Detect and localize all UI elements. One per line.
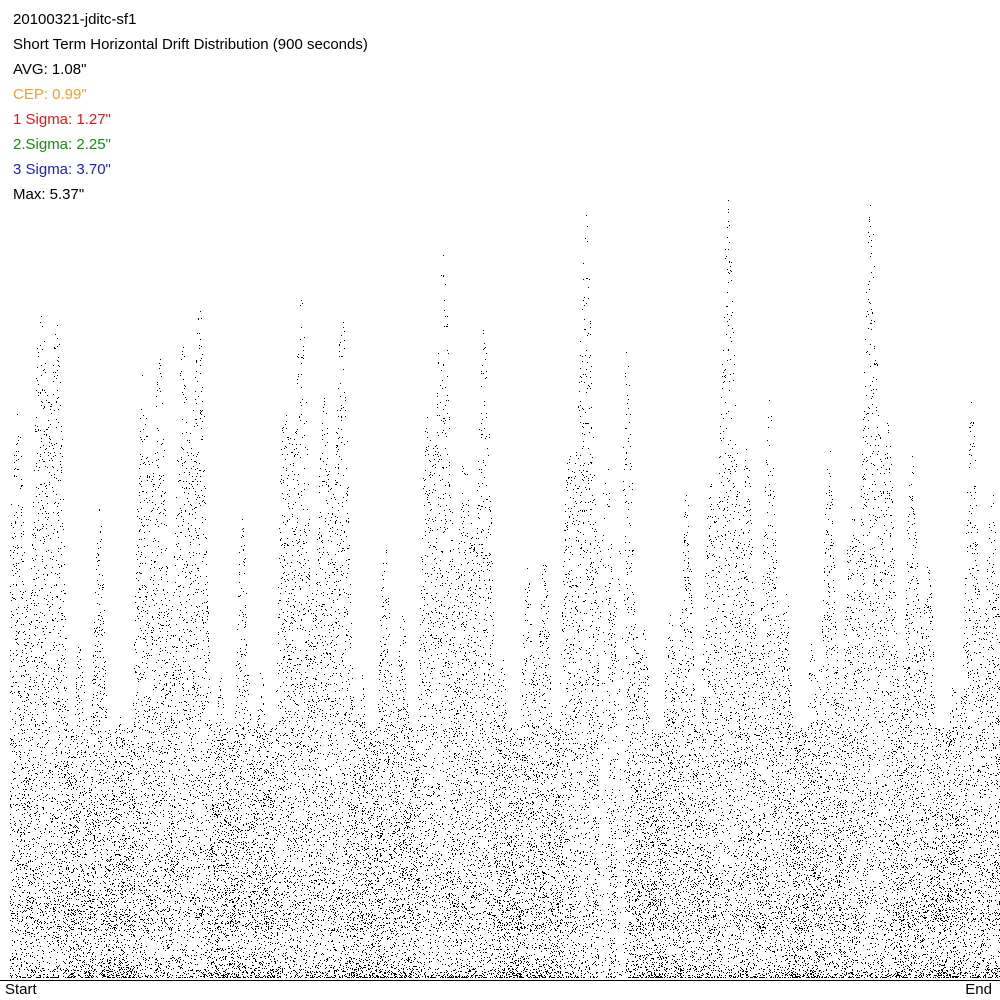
x-start-label: Start xyxy=(5,981,38,998)
stat-label: AVG: 1.08" xyxy=(13,61,86,78)
chart-title: 20100321-jditc-sf1 xyxy=(13,11,136,28)
stat-label: 1 Sigma: 1.27" xyxy=(13,111,111,128)
annotations: AVG: 1.08" CEP: 0.99" 1 Sigma: 1.27" 2.Sigm… xyxy=(13,61,111,203)
x-end-label: End xyxy=(965,981,992,998)
stat-label: 2.Sigma: 2.25" xyxy=(13,136,111,153)
stat-label: CEP: 0.99" xyxy=(13,86,87,103)
stat-label: Max: 5.37" xyxy=(13,186,84,203)
stat-label: 3 Sigma: 3.70" xyxy=(13,161,111,178)
chart-subtitle: Short Term Horizontal Drift Distribution… xyxy=(13,36,368,53)
